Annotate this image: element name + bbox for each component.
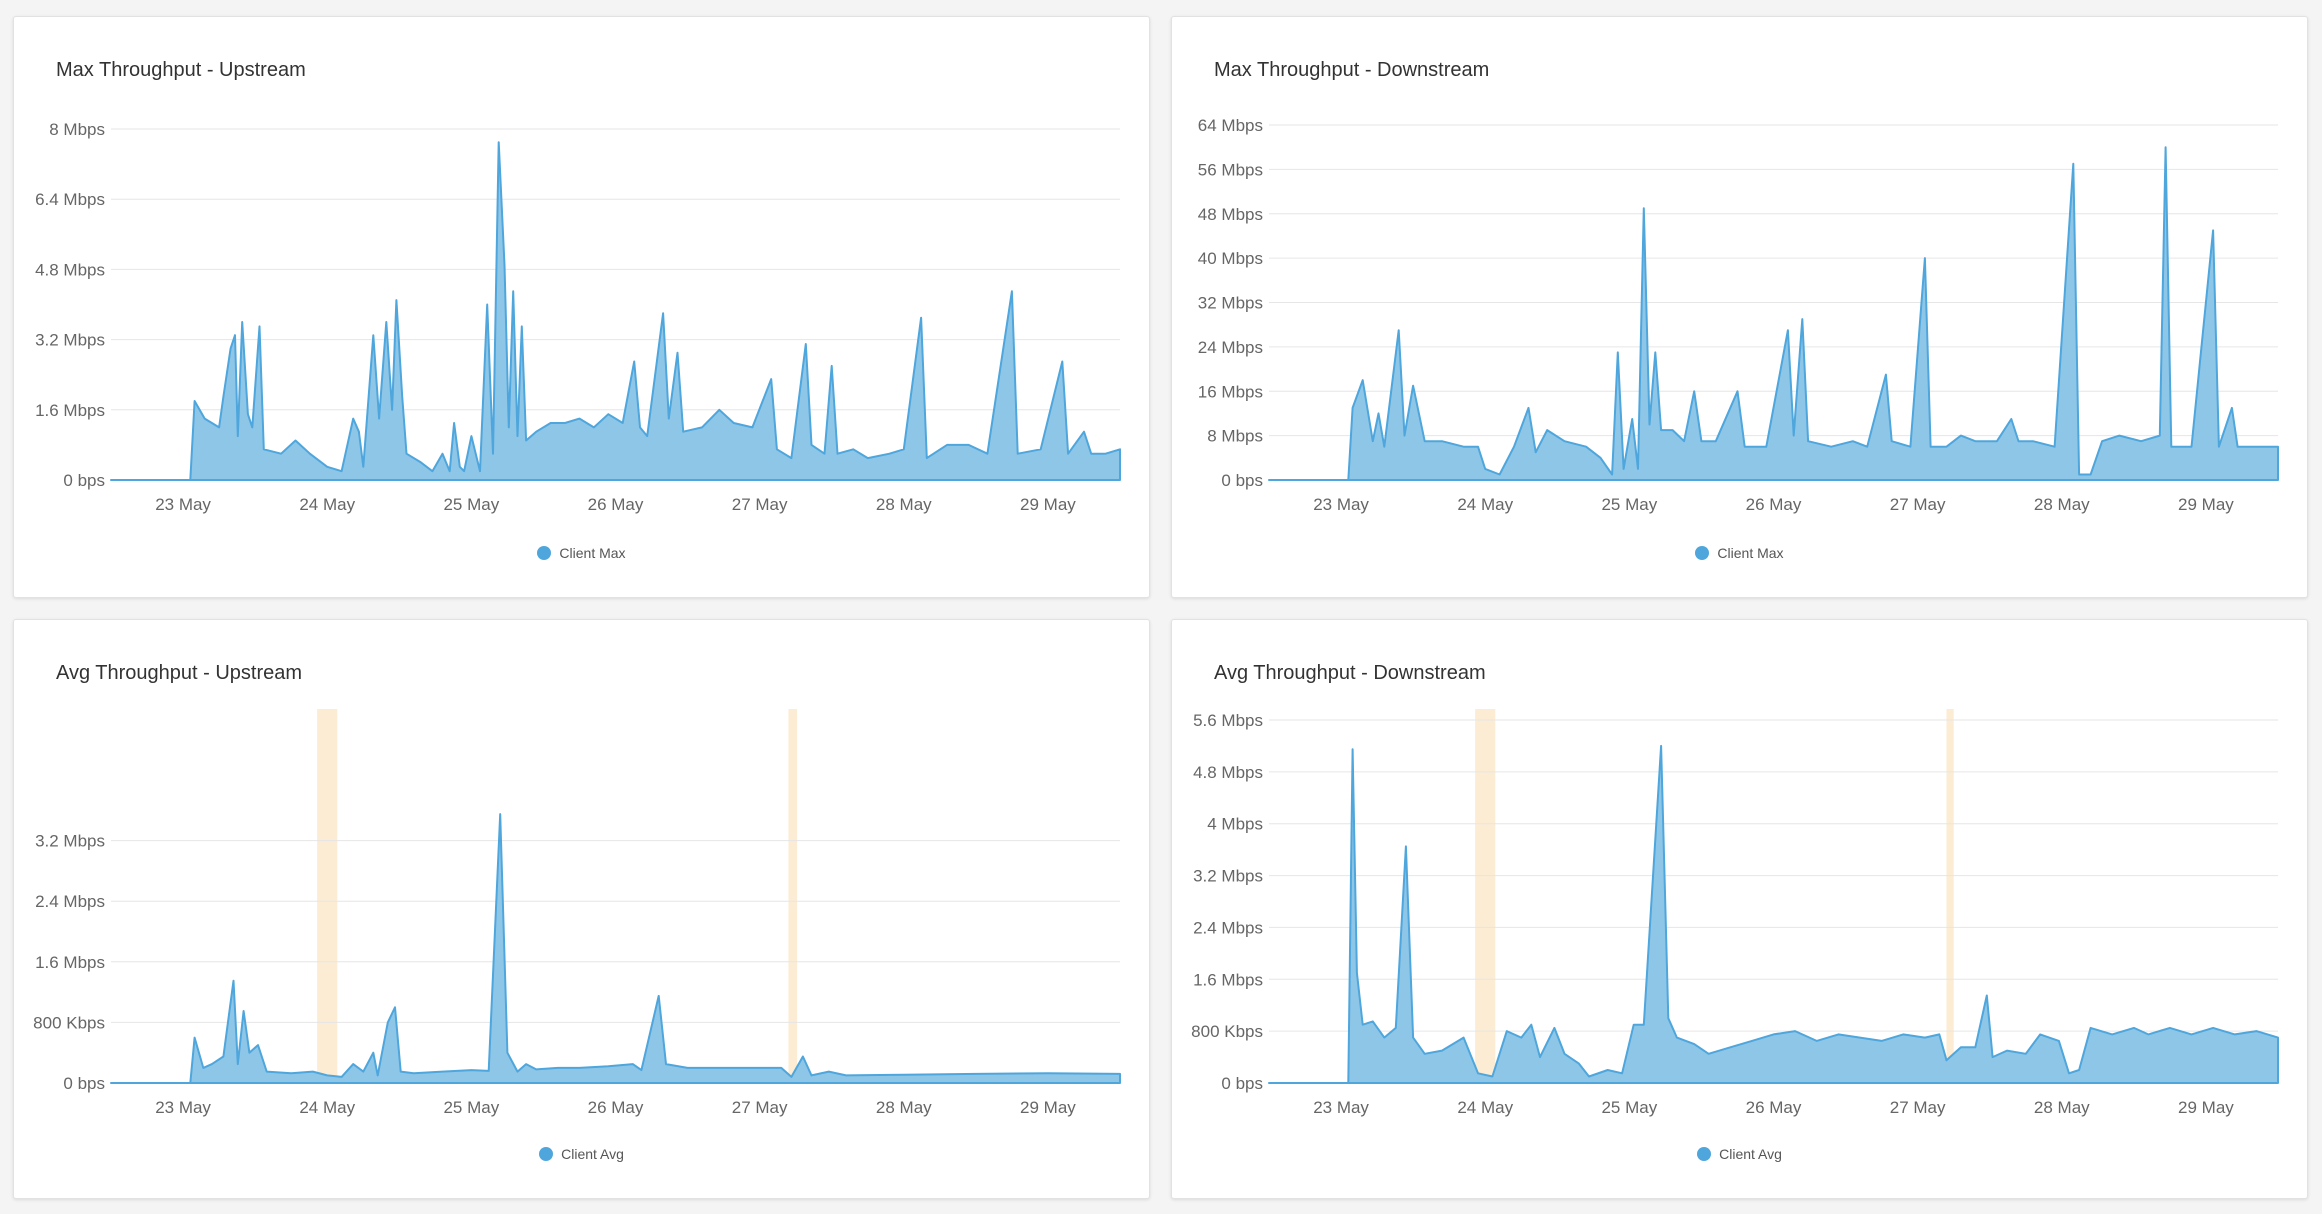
highlight-band xyxy=(1475,709,1496,1083)
legend-dot-icon xyxy=(537,546,552,560)
chart-legend[interactable]: Client Max xyxy=(14,545,1149,561)
chart-card-avg-downstream: Avg Throughput - Downstream 0 bps 800 Kbp… xyxy=(1171,619,2308,1199)
y-tick-label: 56 Mbps xyxy=(1198,160,1263,179)
x-tick-label: 26 May xyxy=(1746,1098,1802,1117)
chart-card-avg-upstream: Avg Throughput - Upstream 0 bps 800 Kbps 1… xyxy=(13,619,1150,1199)
y-tick-label: 0 bps xyxy=(63,1074,105,1093)
x-tick-label: 25 May xyxy=(443,1098,499,1117)
x-tick-label: 28 May xyxy=(2034,495,2090,514)
y-tick-label: 0 bps xyxy=(1221,1074,1263,1093)
x-tick-label: 24 May xyxy=(299,495,355,514)
series-area xyxy=(1268,744,2279,1084)
chart-svg: 0 bps 1.6 Mbps 3.2 Mbps 4.8 Mbps 6.4 Mbps 8 M… xyxy=(35,120,1121,514)
legend-label: Client Max xyxy=(559,545,626,561)
y-tick-label: 0 bps xyxy=(1221,471,1263,490)
legend-dot-icon xyxy=(539,1147,554,1161)
y-tick-label: 32 Mbps xyxy=(1198,294,1263,313)
y-tick-label: 0 bps xyxy=(63,471,105,490)
y-tick-label: 3.2 Mbps xyxy=(35,832,105,851)
x-tick-label: 26 May xyxy=(1746,495,1802,514)
y-tick-label: 6.4 Mbps xyxy=(35,190,105,209)
chart-title: Max Throughput - Upstream xyxy=(56,59,306,81)
y-tick-label: 5.6 Mbps xyxy=(1193,711,1263,730)
x-tick-label: 27 May xyxy=(732,495,788,514)
x-tick-label: 27 May xyxy=(1890,1098,1946,1117)
y-tick-label: 4 Mbps xyxy=(1207,815,1263,834)
y-tick-label: 1.6 Mbps xyxy=(35,401,105,420)
legend-dot-icon xyxy=(1695,546,1710,560)
chart-svg: 0 bps 800 Kbps 1.6 Mbps 2.4 Mbps 3.2 Mbps 4 M… xyxy=(1191,709,2279,1117)
x-tick-label: 28 May xyxy=(876,1098,932,1117)
series-area xyxy=(110,141,1121,481)
chart-card-max-upstream: Max Throughput - Upstream 0 bps 1.6 Mbps 3… xyxy=(13,16,1150,598)
legend-label: Client Max xyxy=(1717,545,1784,561)
y-tick-label: 4.8 Mbps xyxy=(35,260,105,279)
series-area xyxy=(1268,146,2279,481)
y-tick-label: 800 Kbps xyxy=(1191,1022,1263,1041)
chart-card-max-downstream: Max Throughput - Downstream 0 bps 8 Mbps 1… xyxy=(1171,16,2308,598)
y-tick-label: 64 Mbps xyxy=(1198,116,1263,135)
chart-title: Avg Throughput - Downstream xyxy=(1214,662,1486,684)
series-area xyxy=(110,813,1121,1084)
x-tick-label: 25 May xyxy=(1601,1098,1657,1117)
y-tick-label: 8 Mbps xyxy=(1207,427,1263,446)
x-tick-label: 26 May xyxy=(588,1098,644,1117)
y-tick-label: 3.2 Mbps xyxy=(35,331,105,350)
chart-legend[interactable]: Client Avg xyxy=(14,1146,1149,1162)
x-tick-label: 28 May xyxy=(876,495,932,514)
x-tick-label: 29 May xyxy=(2178,1098,2234,1117)
chart-svg: 0 bps 800 Kbps 1.6 Mbps 2.4 Mbps 3.2 Mbps 23 … xyxy=(33,709,1121,1117)
chart-svg: 0 bps 8 Mbps 16 Mbps 24 Mbps 32 Mbps 40 Mbps 4… xyxy=(1198,116,2279,514)
legend-label: Client Avg xyxy=(561,1146,624,1162)
y-tick-label: 3.2 Mbps xyxy=(1193,867,1263,886)
y-tick-label: 2.4 Mbps xyxy=(35,892,105,911)
x-tick-label: 26 May xyxy=(588,495,644,514)
y-tick-label: 1.6 Mbps xyxy=(1193,970,1263,989)
chart-title: Avg Throughput - Upstream xyxy=(56,662,303,684)
x-tick-label: 29 May xyxy=(1020,1098,1076,1117)
y-tick-label: 1.6 Mbps xyxy=(35,953,105,972)
chart-legend[interactable]: Client Max xyxy=(1172,545,2307,561)
y-tick-label: 8 Mbps xyxy=(49,120,105,139)
x-tick-label: 23 May xyxy=(1313,495,1369,514)
x-tick-label: 24 May xyxy=(299,1098,355,1117)
x-tick-label: 29 May xyxy=(1020,495,1076,514)
x-tick-label: 25 May xyxy=(1601,495,1657,514)
y-tick-label: 40 Mbps xyxy=(1198,249,1263,268)
x-tick-label: 28 May xyxy=(2034,1098,2090,1117)
x-tick-label: 23 May xyxy=(155,1098,211,1117)
highlight-band xyxy=(788,709,798,1083)
x-tick-label: 27 May xyxy=(732,1098,788,1117)
y-tick-label: 16 Mbps xyxy=(1198,382,1263,401)
chart-legend[interactable]: Client Avg xyxy=(1172,1146,2307,1162)
x-tick-label: 27 May xyxy=(1890,495,1946,514)
x-tick-label: 24 May xyxy=(1457,495,1513,514)
x-tick-label: 23 May xyxy=(1313,1098,1369,1117)
y-tick-label: 2.4 Mbps xyxy=(1193,918,1263,937)
legend-label: Client Avg xyxy=(1719,1146,1782,1162)
x-tick-label: 23 May xyxy=(155,495,211,514)
highlight-band xyxy=(1946,709,1954,1083)
y-tick-label: 800 Kbps xyxy=(33,1013,105,1032)
chart-title: Max Throughput - Downstream xyxy=(1214,59,1490,81)
x-tick-label: 24 May xyxy=(1457,1098,1513,1117)
x-tick-label: 29 May xyxy=(2178,495,2234,514)
legend-dot-icon xyxy=(1697,1147,1712,1161)
y-tick-label: 4.8 Mbps xyxy=(1193,763,1263,782)
y-tick-label: 24 Mbps xyxy=(1198,338,1263,357)
highlight-band xyxy=(317,709,338,1083)
x-tick-label: 25 May xyxy=(443,495,499,514)
y-tick-label: 48 Mbps xyxy=(1198,205,1263,224)
